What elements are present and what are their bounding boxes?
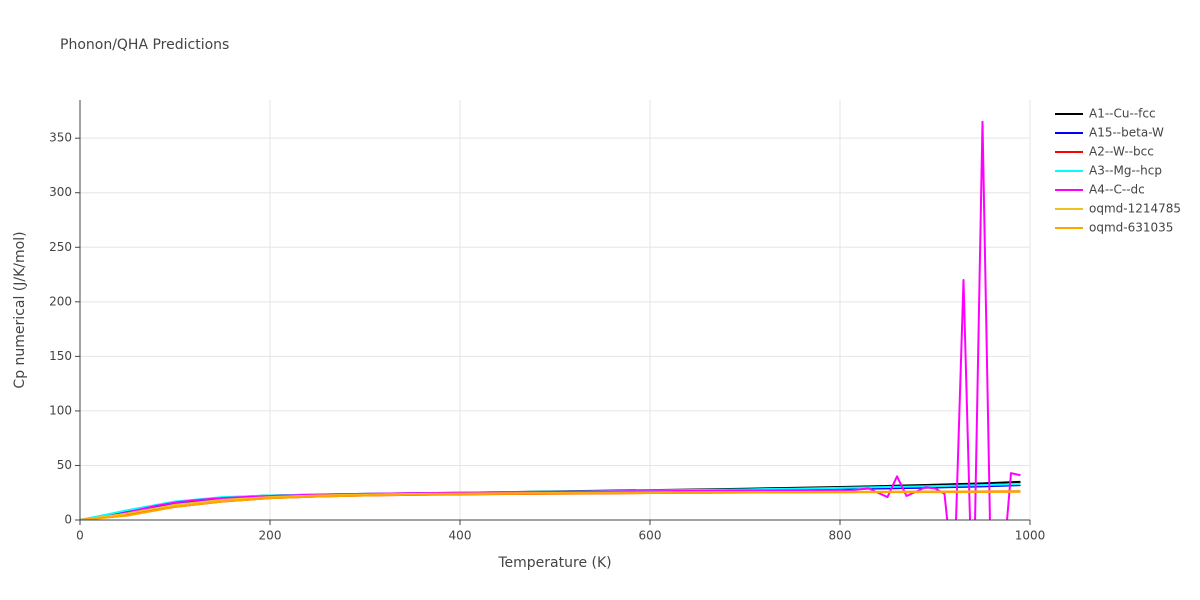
data-line [80, 490, 1021, 520]
legend-label: A15--beta-W [1089, 126, 1164, 140]
y-tick-label: 200 [49, 294, 72, 308]
y-tick-label: 250 [49, 240, 72, 254]
legend-label: A3--Mg--hcp [1089, 164, 1162, 178]
x-tick-label: 600 [639, 529, 662, 543]
y-tick-label: 0 [64, 513, 72, 527]
x-axis-title: Temperature (K) [497, 555, 611, 571]
legend-label: A4--C--dc [1089, 183, 1145, 197]
data-line [80, 490, 1021, 520]
legend-label: oqmd-631035 [1089, 221, 1173, 235]
y-axis-title: Cp numerical (J/K/mol) [12, 231, 28, 388]
y-tick-label: 50 [57, 458, 72, 472]
x-tick-label: 800 [829, 529, 852, 543]
y-tick-label: 350 [49, 131, 72, 145]
legend-label: oqmd-1214785 [1089, 202, 1181, 216]
grid [79, 100, 1031, 521]
y-tick-label: 100 [49, 403, 72, 417]
data-line [80, 490, 1021, 520]
legend-label: A2--W--bcc [1089, 145, 1154, 159]
y-tick-label: 300 [49, 185, 72, 199]
x-tick-label: 0 [76, 529, 84, 543]
x-tick-label: 400 [449, 529, 472, 543]
y-tick-label: 150 [49, 349, 72, 363]
x-tick-label: 1000 [1015, 529, 1046, 543]
chart-title: Phonon/QHA Predictions [60, 37, 229, 53]
legend-label: A1--Cu--fcc [1089, 107, 1156, 121]
plot-area [80, 120, 1021, 520]
legend: A1--Cu--fcc A15--beta-W A2--W--bcc A3--Mg--… [1055, 107, 1181, 235]
x-tick-label: 200 [259, 529, 282, 543]
data-line [80, 120, 1021, 520]
